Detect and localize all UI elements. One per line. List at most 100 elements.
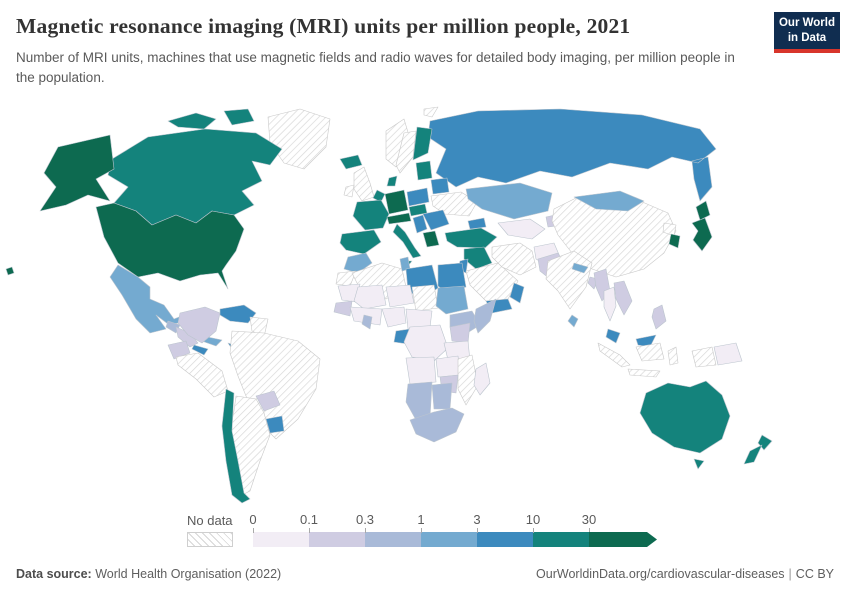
legend-color-segment[interactable] xyxy=(589,532,657,547)
country-nigeria[interactable] xyxy=(381,306,407,328)
legend-tick-mark xyxy=(533,528,534,533)
legend-tick-label: 10 xyxy=(525,512,541,527)
country-kazakhstan[interactable] xyxy=(465,182,553,220)
legend-color-segment[interactable] xyxy=(421,532,477,547)
country-costa-rica-panama[interactable] xyxy=(191,344,209,356)
country-greece[interactable] xyxy=(422,230,440,248)
country-new-zealand[interactable] xyxy=(743,434,773,465)
legend-tick-mark xyxy=(253,528,254,533)
country-india[interactable] xyxy=(545,250,593,310)
country-uk[interactable] xyxy=(353,166,375,202)
country-sudan[interactable] xyxy=(435,285,469,315)
country-oman[interactable] xyxy=(509,282,525,304)
country-japan[interactable] xyxy=(691,200,713,252)
country-sweden[interactable] xyxy=(395,130,417,174)
country-syria-iraq[interactable] xyxy=(463,246,493,270)
country-brazil[interactable] xyxy=(229,330,321,440)
country-iran[interactable] xyxy=(491,242,537,276)
data-source-label: Data source: xyxy=(16,567,92,581)
license-link[interactable]: CC BY xyxy=(795,567,834,581)
country-png[interactable] xyxy=(713,342,743,366)
country-ghana[interactable] xyxy=(361,314,373,330)
country-colombia[interactable] xyxy=(177,306,221,344)
country-vietnam-laos[interactable] xyxy=(613,280,633,316)
legend-no-data-label: No data xyxy=(187,513,233,528)
country-switzerland-austria[interactable] xyxy=(386,212,412,225)
owid-logo-line1: Our World xyxy=(778,17,835,30)
data-source-text: World Health Organisation (2022) xyxy=(95,567,282,581)
legend-color-segment[interactable] xyxy=(533,532,589,547)
country-ireland[interactable] xyxy=(343,184,355,198)
country-chile[interactable] xyxy=(221,388,251,504)
country-venezuela[interactable] xyxy=(219,304,257,324)
country-finland[interactable] xyxy=(412,126,433,161)
country-iberia[interactable] xyxy=(339,229,382,255)
country-belarus[interactable] xyxy=(430,177,450,195)
legend-tick-label: 0 xyxy=(249,512,257,527)
country-senegal-guinea[interactable] xyxy=(333,300,353,317)
country-alaska[interactable] xyxy=(39,134,115,212)
country-poland[interactable] xyxy=(406,187,430,207)
footer-right: OurWorldinData.org/cardiovascular-diseas… xyxy=(536,567,834,581)
legend-color-segment[interactable] xyxy=(365,532,421,547)
world-map xyxy=(0,103,850,507)
country-angola[interactable] xyxy=(405,356,437,385)
legend-no-data-swatch[interactable] xyxy=(187,532,233,547)
country-greenland[interactable] xyxy=(267,108,331,170)
owid-url-link[interactable]: OurWorldinData.org/cardiovascular-diseas… xyxy=(536,567,785,581)
country-turkey[interactable] xyxy=(444,227,498,249)
country-botswana[interactable] xyxy=(431,382,453,410)
country-uruguay[interactable] xyxy=(265,415,285,434)
country-tasmania[interactable] xyxy=(693,458,705,470)
country-morocco[interactable] xyxy=(343,252,373,274)
country-somalia[interactable] xyxy=(473,298,497,334)
country-south-africa[interactable] xyxy=(409,407,465,443)
country-romania-bulgaria[interactable] xyxy=(422,209,450,231)
country-philippines[interactable] xyxy=(651,304,667,330)
owid-logo[interactable]: Our World in Data xyxy=(774,12,840,53)
country-indonesia[interactable] xyxy=(597,342,679,378)
chart-subtitle: Number of MRI units, machines that use m… xyxy=(16,49,735,86)
country-iceland[interactable] xyxy=(339,154,363,170)
country-canada[interactable] xyxy=(107,108,283,226)
country-mongolia[interactable] xyxy=(573,190,645,212)
legend-tick-mark xyxy=(477,528,478,533)
country-baltics[interactable] xyxy=(415,160,433,181)
country-malaysia[interactable] xyxy=(605,328,621,344)
country-zambia[interactable] xyxy=(435,355,461,378)
country-drc[interactable] xyxy=(403,324,449,362)
country-france[interactable] xyxy=(352,199,390,231)
country-hawaii[interactable] xyxy=(5,266,15,276)
country-caucasus[interactable] xyxy=(467,217,487,230)
owid-logo-line2: in Data xyxy=(787,31,827,44)
country-sri-lanka[interactable] xyxy=(567,314,579,328)
country-west-new-guinea[interactable] xyxy=(691,346,717,368)
country-mozambique[interactable] xyxy=(457,354,479,406)
country-paraguay[interactable] xyxy=(255,390,281,412)
country-peru[interactable] xyxy=(175,352,229,398)
country-germany[interactable] xyxy=(384,189,409,215)
legend-tick-mark xyxy=(309,528,310,533)
country-chad[interactable] xyxy=(411,284,439,312)
legend-color-segment[interactable] xyxy=(253,532,309,547)
country-balkans[interactable] xyxy=(412,214,428,234)
country-denmark[interactable] xyxy=(386,175,398,187)
country-mali[interactable] xyxy=(353,284,387,310)
country-svalbard[interactable] xyxy=(423,106,439,118)
legend-color-bar: 0 0.1 0.3 1 3 10 30 xyxy=(249,512,657,547)
country-russia[interactable] xyxy=(427,108,717,202)
country-australia[interactable] xyxy=(639,380,731,454)
legend-color-segment[interactable] xyxy=(477,532,533,547)
legend-tick-mark xyxy=(421,528,422,533)
country-ecuador[interactable] xyxy=(167,340,191,360)
country-niger[interactable] xyxy=(385,284,415,308)
legend-no-data: No data xyxy=(187,513,233,547)
country-central-asia[interactable] xyxy=(497,218,546,240)
country-usa[interactable] xyxy=(95,202,245,290)
country-south-korea[interactable] xyxy=(668,233,681,249)
country-nepal[interactable] xyxy=(571,262,589,274)
legend-tick-mark xyxy=(365,528,366,533)
legend-color-segment[interactable] xyxy=(309,532,365,547)
country-madagascar[interactable] xyxy=(473,362,491,396)
country-thailand[interactable] xyxy=(603,286,617,322)
